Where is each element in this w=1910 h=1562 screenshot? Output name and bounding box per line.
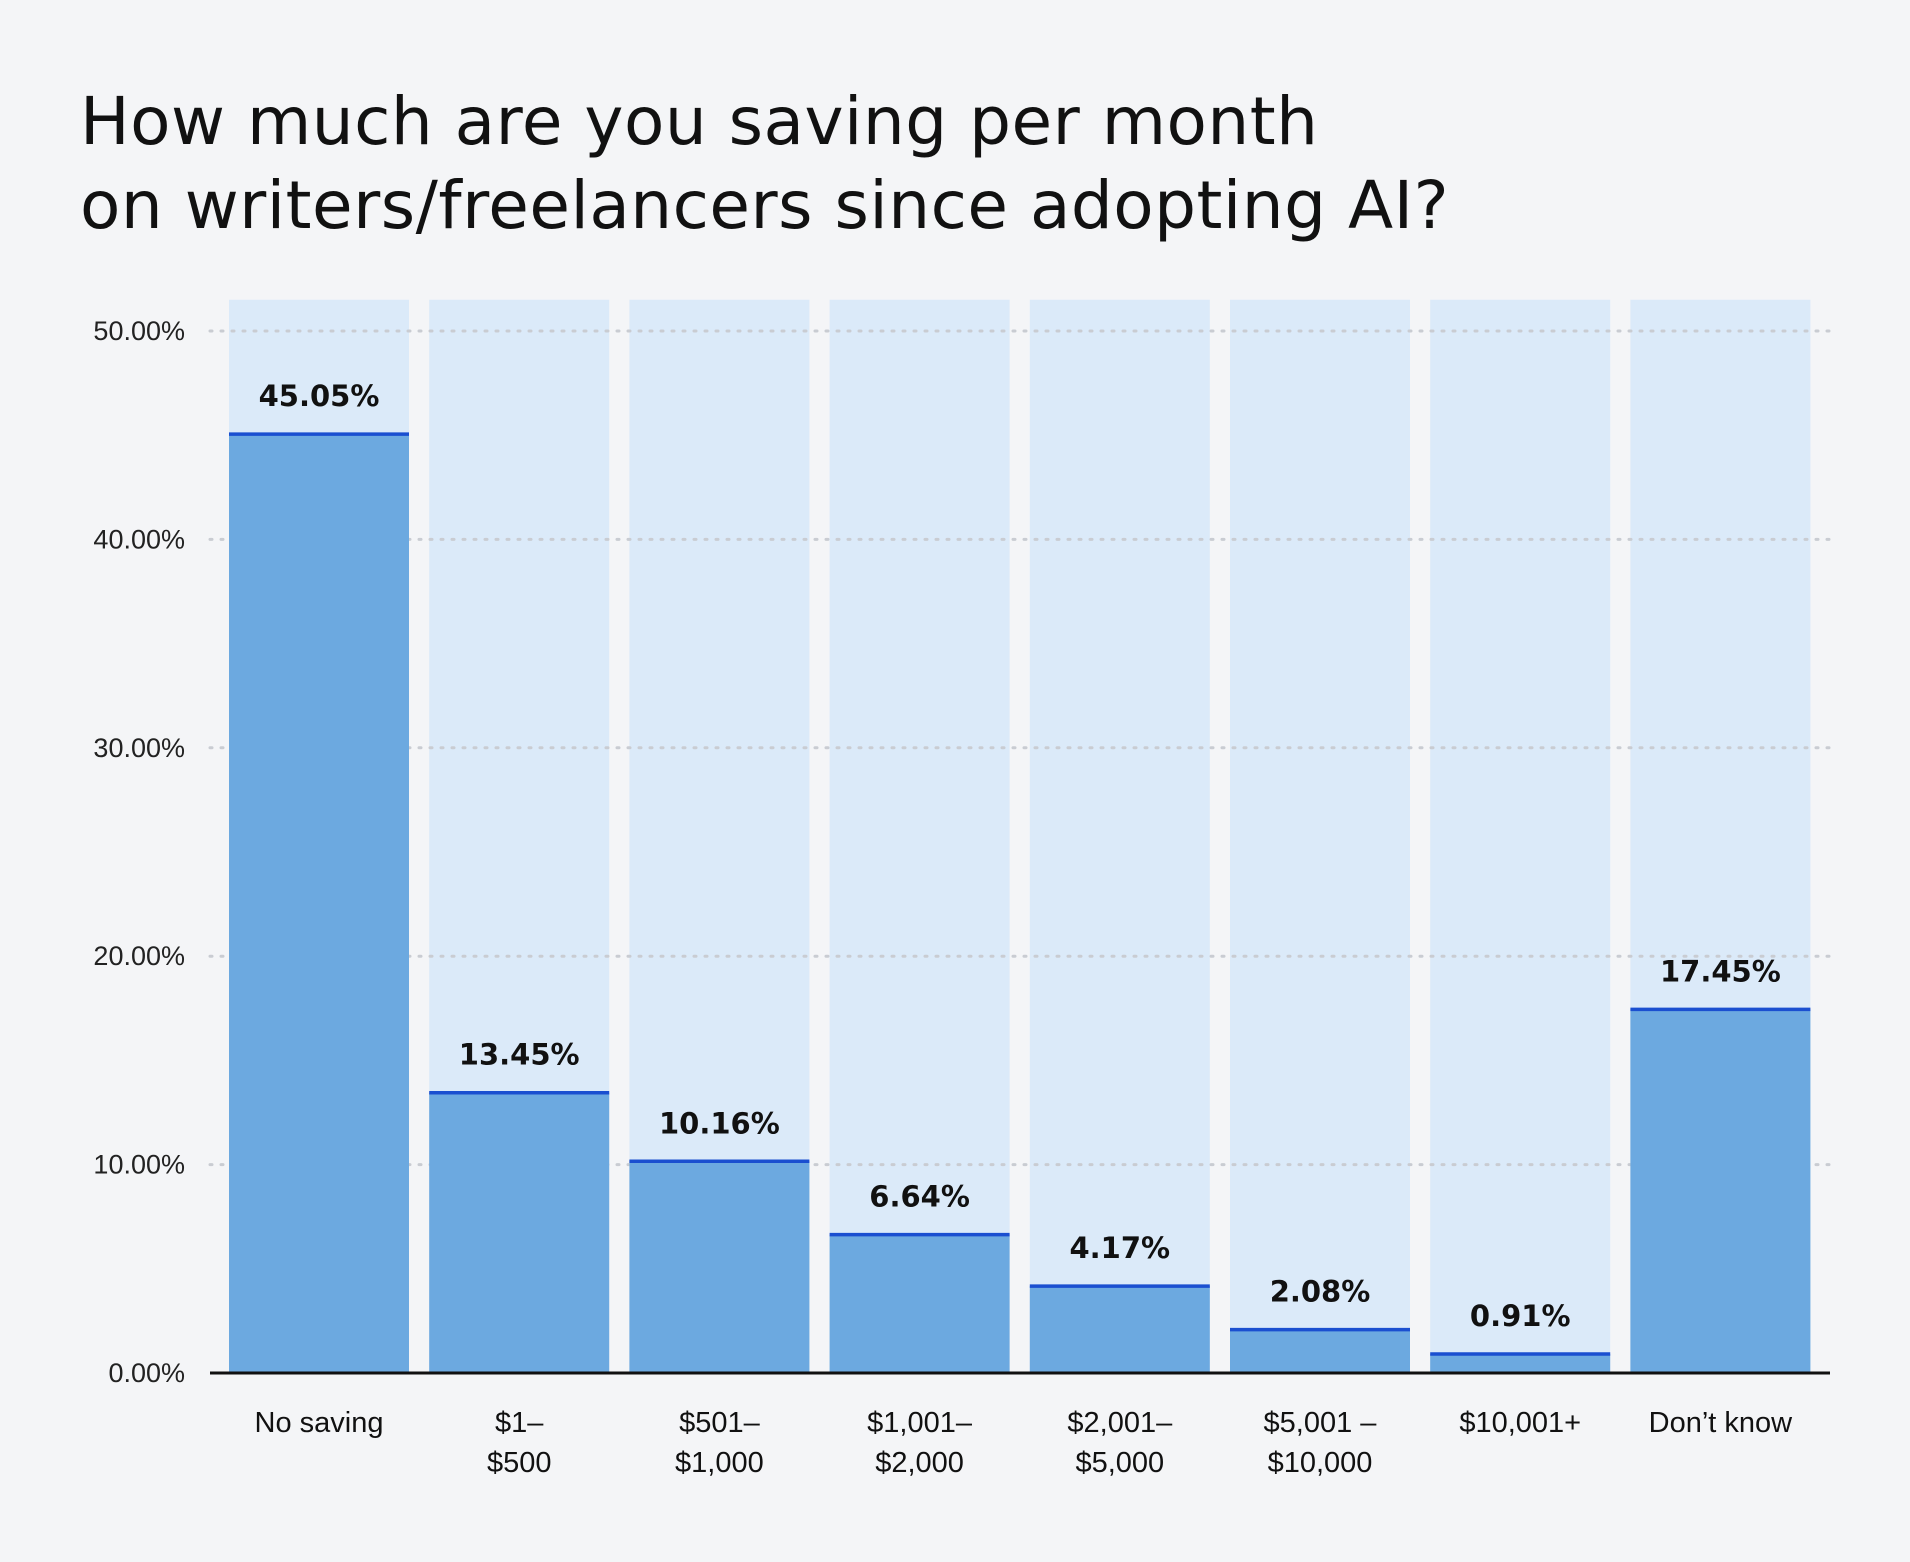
bar-track-6 — [1230, 299, 1410, 1373]
data-label: 10.16% — [659, 1106, 780, 1140]
x-tick-label: $10,001+ — [1459, 1407, 1581, 1439]
x-tick-label: $2,001– — [1067, 1407, 1173, 1439]
y-tick-label: 0.00% — [108, 1358, 185, 1388]
data-label: 45.05% — [259, 379, 380, 413]
bar-track-4 — [829, 299, 1010, 1373]
x-tick-label: $5,001 – — [1264, 1407, 1378, 1439]
x-tick-label: $5,000 — [1075, 1447, 1164, 1479]
data-label: 6.64% — [869, 1180, 970, 1214]
bar-8 — [1630, 1009, 1811, 1373]
data-label: 0.91% — [1470, 1299, 1571, 1333]
x-tick-label: $1– — [495, 1407, 544, 1439]
data-label: 13.45% — [459, 1038, 580, 1072]
y-tick-label: 40.00% — [93, 524, 185, 554]
y-tick-label: 30.00% — [93, 733, 185, 763]
bar-6 — [1230, 1329, 1410, 1373]
x-tick-label: $10,000 — [1268, 1447, 1373, 1479]
data-label: 17.45% — [1660, 954, 1781, 988]
x-tick-label: $1,001– — [867, 1407, 973, 1439]
x-tick-label: $1,000 — [675, 1447, 764, 1479]
x-tick-label: No saving — [255, 1407, 384, 1439]
data-label: 2.08% — [1270, 1275, 1371, 1309]
y-tick-label: 50.00% — [93, 316, 185, 346]
chart-title-line-1: How much are you saving per month — [80, 83, 1319, 160]
data-label: 4.17% — [1069, 1231, 1170, 1265]
bar-2 — [429, 1092, 610, 1373]
bar-4 — [829, 1234, 1010, 1373]
chart-title-line-2: on writers/freelancers since adopting AI… — [80, 167, 1450, 244]
bar-7 — [1430, 1354, 1611, 1373]
x-tick-label: $2,000 — [875, 1447, 964, 1479]
chart-title: How much are you saving per month on wri… — [80, 80, 1449, 248]
x-tick-label: $500 — [487, 1447, 552, 1479]
y-tick-label: 20.00% — [93, 941, 185, 971]
bar-track-5 — [1029, 299, 1210, 1373]
x-tick-label: Don’t know — [1649, 1407, 1794, 1439]
bar-track-7 — [1430, 299, 1611, 1373]
y-tick-label: 10.00% — [93, 1150, 185, 1180]
x-tick-label: $501– — [679, 1407, 761, 1439]
bar-5 — [1029, 1286, 1210, 1373]
bar-3 — [629, 1161, 810, 1373]
bar-1 — [229, 434, 409, 1374]
